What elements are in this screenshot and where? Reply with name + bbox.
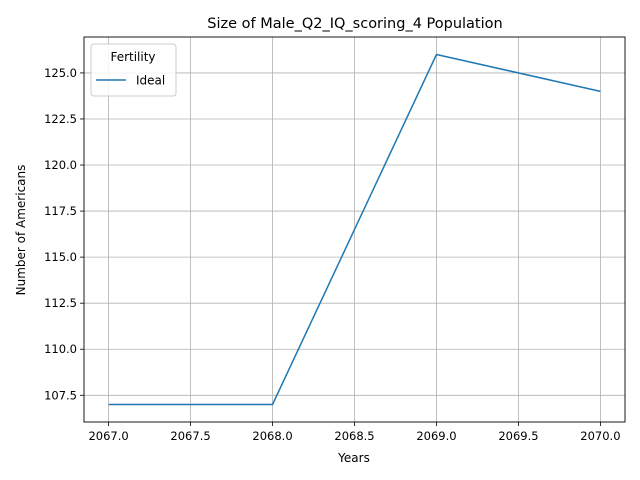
y-tick-label: 117.5	[44, 204, 77, 218]
y-tick-label: 115.0	[44, 250, 77, 264]
y-tick-label: 125.0	[44, 66, 77, 80]
legend-label-ideal: Ideal	[136, 74, 165, 88]
series-layer	[108, 53, 601, 406]
y-tick-label: 107.5	[44, 388, 77, 402]
x-axis-label: Years	[337, 451, 370, 465]
x-tick-label: 2069.0	[416, 429, 456, 443]
series-line-ideal	[108, 53, 601, 406]
y-axis-ticks: 107.5 110.0 112.5 115.0 117.5 120.0 122.5 125.0	[44, 66, 84, 402]
chart-title: Size of Male_Q2_IQ_scoring_4 Population	[207, 16, 502, 32]
x-tick-label: 2070.0	[580, 429, 620, 443]
legend-title: Fertility	[110, 50, 155, 64]
grid-lines	[84, 37, 625, 422]
legend-box	[90, 43, 177, 97]
x-tick-label: 2069.5	[498, 429, 538, 443]
y-axis-label: Number of Americans	[14, 165, 28, 296]
x-tick-label: 2068.5	[334, 429, 374, 443]
x-tick-label: 2067.0	[88, 429, 128, 443]
y-tick-label: 120.0	[44, 158, 77, 172]
y-tick-label: 122.5	[44, 112, 77, 126]
legend: Fertility Ideal	[90, 43, 177, 97]
y-tick-label: 112.5	[44, 296, 77, 310]
x-tick-label: 2068.0	[252, 429, 292, 443]
x-tick-label: 2067.5	[170, 429, 210, 443]
y-tick-label: 110.0	[44, 342, 77, 356]
x-axis-ticks: 2067.0 2067.5 2068.0 2068.5 2069.0 2069.5 2070…	[88, 422, 621, 443]
